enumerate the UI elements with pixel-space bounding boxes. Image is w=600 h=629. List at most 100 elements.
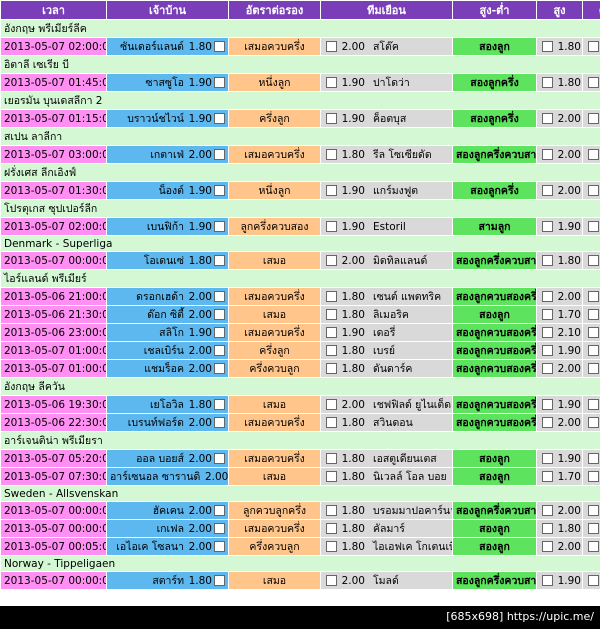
away-bet-checkbox[interactable] <box>326 41 337 52</box>
away-bet-checkbox[interactable] <box>326 291 337 302</box>
low-bet-checkbox[interactable] <box>588 363 599 374</box>
away-team-name: ลิเมอริค <box>373 309 409 321</box>
home-bet-checkbox[interactable] <box>214 221 225 232</box>
away-bet-checkbox[interactable] <box>326 345 337 356</box>
high-odd-cell: 2.00 <box>536 145 583 164</box>
home-bet-checkbox[interactable] <box>214 291 225 302</box>
over-under-line: สองลูกควบสองครึ่ง <box>452 323 537 342</box>
away-bet-checkbox[interactable] <box>326 505 337 516</box>
low-bet-checkbox[interactable] <box>588 309 599 320</box>
home-bet-checkbox[interactable] <box>214 77 225 88</box>
high-bet-checkbox[interactable] <box>542 113 553 124</box>
home-bet-checkbox[interactable] <box>214 41 225 52</box>
low-bet-checkbox[interactable] <box>588 113 599 124</box>
high-odd-cell: 2.00 <box>536 537 583 556</box>
high-bet-checkbox[interactable] <box>542 149 553 160</box>
low-bet-checkbox[interactable] <box>588 149 599 160</box>
away-bet-checkbox[interactable] <box>326 77 337 88</box>
low-odd-cell: 1.90 <box>582 449 600 468</box>
home-odd: 2.00 <box>188 290 212 303</box>
low-bet-checkbox[interactable] <box>588 345 599 356</box>
home-bet-checkbox[interactable] <box>214 149 225 160</box>
home-bet-checkbox[interactable] <box>214 505 225 516</box>
high-bet-checkbox[interactable] <box>542 575 553 586</box>
high-bet-checkbox[interactable] <box>542 41 553 52</box>
high-bet-checkbox[interactable] <box>542 453 553 464</box>
low-bet-checkbox[interactable] <box>588 541 599 552</box>
low-bet-checkbox[interactable] <box>588 471 599 482</box>
away-bet-checkbox[interactable] <box>326 221 337 232</box>
home-bet-checkbox[interactable] <box>214 575 225 586</box>
away-team-name: เบรย์ <box>373 345 396 357</box>
low-bet-checkbox[interactable] <box>588 221 599 232</box>
low-bet-checkbox[interactable] <box>588 291 599 302</box>
home-bet-checkbox[interactable] <box>214 255 225 266</box>
high-bet-checkbox[interactable] <box>542 541 553 552</box>
away-bet-checkbox[interactable] <box>326 363 337 374</box>
high-odd: 1.90 <box>557 574 581 587</box>
low-bet-checkbox[interactable] <box>588 255 599 266</box>
low-odd-cell: 1.90 <box>582 341 600 360</box>
low-bet-checkbox[interactable] <box>588 417 599 428</box>
away-bet-checkbox[interactable] <box>326 149 337 160</box>
home-team-cell: ซันเดอร์แลนด์ 1.80 <box>106 37 229 56</box>
high-bet-checkbox[interactable] <box>542 327 553 338</box>
home-team-name: บราวน์ชไวน์ <box>127 113 184 125</box>
high-bet-checkbox[interactable] <box>542 471 553 482</box>
high-bet-checkbox[interactable] <box>542 523 553 534</box>
home-team-name: ซาสซูโอ <box>145 77 184 89</box>
high-bet-checkbox[interactable] <box>542 417 553 428</box>
home-bet-checkbox[interactable] <box>214 309 225 320</box>
away-bet-checkbox[interactable] <box>326 417 337 428</box>
match-row: 2013-05-07 05:20:00 ออล บอยส์ 2.00 เสมอควบค… <box>0 449 600 468</box>
league-row: Denmark - Superliga <box>0 235 600 252</box>
low-bet-checkbox[interactable] <box>588 523 599 534</box>
home-bet-checkbox[interactable] <box>214 363 225 374</box>
home-odd: 1.90 <box>188 326 212 339</box>
low-bet-checkbox[interactable] <box>588 575 599 586</box>
high-bet-checkbox[interactable] <box>542 399 553 410</box>
home-bet-checkbox[interactable] <box>214 185 225 196</box>
home-bet-checkbox[interactable] <box>214 113 225 124</box>
home-bet-checkbox[interactable] <box>214 417 225 428</box>
high-bet-checkbox[interactable] <box>542 291 553 302</box>
home-bet-checkbox[interactable] <box>214 523 225 534</box>
away-team-name: สวินดอน <box>373 417 413 429</box>
away-bet-checkbox[interactable] <box>326 185 337 196</box>
high-bet-checkbox[interactable] <box>542 345 553 356</box>
low-bet-checkbox[interactable] <box>588 399 599 410</box>
away-bet-checkbox[interactable] <box>326 399 337 410</box>
high-bet-checkbox[interactable] <box>542 255 553 266</box>
low-bet-checkbox[interactable] <box>588 327 599 338</box>
over-under-line: สองลูกควบสองครึ่ง <box>452 359 537 378</box>
home-bet-checkbox[interactable] <box>214 399 225 410</box>
league-row: อิตาลี เซเรีย บี <box>0 55 600 74</box>
away-bet-checkbox[interactable] <box>326 327 337 338</box>
away-bet-checkbox[interactable] <box>326 523 337 534</box>
low-bet-checkbox[interactable] <box>588 453 599 464</box>
match-row: 2013-05-07 01:00:00 เชลเบิร์น 2.00 ครึ่งลูก… <box>0 341 600 360</box>
home-bet-checkbox[interactable] <box>214 453 225 464</box>
low-bet-checkbox[interactable] <box>588 77 599 88</box>
low-odd-cell: 1.80 <box>582 501 600 520</box>
away-bet-checkbox[interactable] <box>326 309 337 320</box>
away-bet-checkbox[interactable] <box>326 541 337 552</box>
high-bet-checkbox[interactable] <box>542 363 553 374</box>
home-bet-checkbox[interactable] <box>214 345 225 356</box>
home-bet-checkbox[interactable] <box>214 327 225 338</box>
high-bet-checkbox[interactable] <box>542 505 553 516</box>
away-bet-checkbox[interactable] <box>326 453 337 464</box>
high-bet-checkbox[interactable] <box>542 221 553 232</box>
low-bet-checkbox[interactable] <box>588 185 599 196</box>
high-bet-checkbox[interactable] <box>542 185 553 196</box>
home-bet-checkbox[interactable] <box>214 541 225 552</box>
away-bet-checkbox[interactable] <box>326 113 337 124</box>
low-bet-checkbox[interactable] <box>588 41 599 52</box>
high-bet-checkbox[interactable] <box>542 309 553 320</box>
away-bet-checkbox[interactable] <box>326 575 337 586</box>
low-bet-checkbox[interactable] <box>588 505 599 516</box>
away-bet-checkbox[interactable] <box>326 471 337 482</box>
high-bet-checkbox[interactable] <box>542 77 553 88</box>
away-bet-checkbox[interactable] <box>326 255 337 266</box>
away-team-name: เชฟฟิลด์ ยูไนเต็ด <box>373 399 452 411</box>
